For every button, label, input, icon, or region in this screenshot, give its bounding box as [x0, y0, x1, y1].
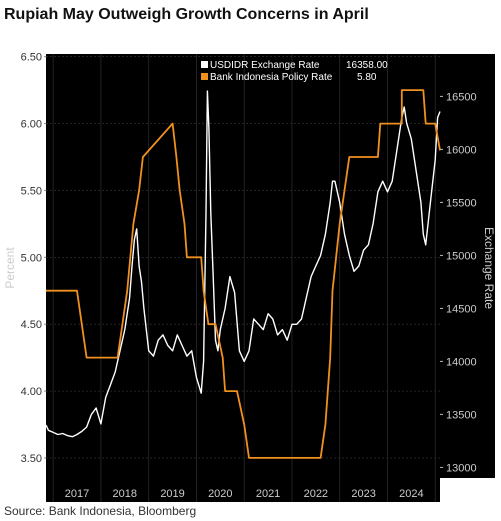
legend: USDIDR Exchange Rate 16358.00 Bank Indon… [201, 60, 388, 83]
left-tick-label: 5.50 [21, 185, 42, 197]
legend-label-policy-rate: Bank Indonesia Policy Rate [210, 72, 333, 83]
right-tick-label: 14500 [446, 303, 477, 315]
chart: 3.504.004.505.005.506.006.50 13000135001… [3, 52, 496, 502]
right-axis-ticks: 13000 13500 14000 14500 15000 15500 16000 16500 [440, 91, 477, 474]
left-tick-label: 6.00 [21, 119, 42, 131]
left-tick-label: 4.00 [21, 386, 42, 398]
right-tick-label: 14000 [446, 356, 477, 368]
source-note: Source: Bank Indonesia, Bloomberg [4, 504, 197, 518]
left-tick-label: 3.50 [21, 453, 42, 465]
x-tick-label: 2020 [208, 488, 232, 500]
left-tick-label: 4.50 [21, 319, 42, 331]
bottom-axis-band [46, 478, 440, 502]
x-tick-label: 2019 [160, 488, 184, 500]
right-tick-label: 13000 [446, 462, 477, 474]
x-tick-label: 2021 [256, 488, 280, 500]
left-axis-label: Percent [3, 247, 17, 289]
x-tick-label: 2024 [399, 488, 423, 500]
left-tick-label: 6.50 [21, 52, 42, 64]
x-tick-label: 2023 [351, 488, 375, 500]
legend-value-policy-rate: 5.80 [357, 72, 377, 83]
right-tick-label: 13500 [446, 409, 477, 421]
gridlines [46, 56, 440, 459]
series-layer [45, 89, 441, 459]
right-tick-label: 15000 [446, 250, 477, 262]
x-tick-label: 2022 [304, 488, 328, 500]
x-axis-ticks: 2017 2018 2019 2020 2021 2022 2023 2024 [65, 488, 424, 500]
left-axis-ticks: 3.50 4.00 4.50 5.00 5.50 6.00 6.50 [21, 52, 46, 465]
series-line-policy-rate [46, 89, 441, 459]
legend-value-exchange-rate: 16358.00 [346, 60, 388, 71]
left-tick-label: 5.00 [21, 252, 42, 264]
right-tick-label: 16000 [446, 144, 477, 156]
chart-title: Rupiah May Outweigh Growth Concerns in A… [4, 6, 369, 23]
year-dividers [52, 54, 436, 502]
right-tick-label: 15500 [446, 197, 477, 209]
legend-swatch-policy-rate [201, 73, 208, 80]
right-tick-label: 16500 [446, 91, 477, 103]
right-axis-label: Exchange Rate [482, 227, 496, 309]
x-tick-label: 2018 [113, 488, 137, 500]
legend-label-exchange-rate: USDIDR Exchange Rate [210, 60, 320, 71]
x-tick-label: 2017 [65, 488, 89, 500]
legend-swatch-exchange-rate [201, 61, 208, 68]
right-axis-band [440, 54, 495, 478]
plot-background [46, 54, 440, 478]
series-line-exchange-rate [45, 90, 441, 438]
